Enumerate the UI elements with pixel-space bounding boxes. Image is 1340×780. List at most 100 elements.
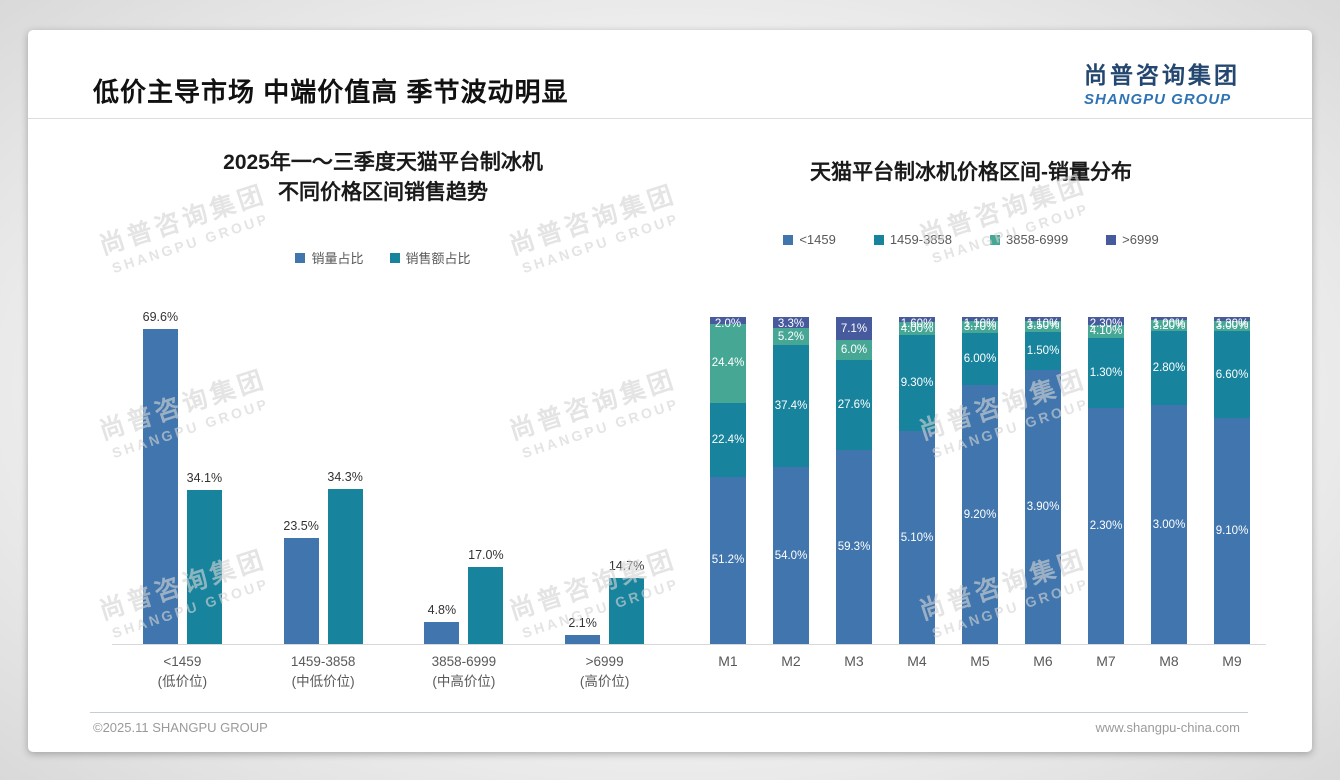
segment-<1459 bbox=[962, 385, 998, 644]
segment-3858-6999 bbox=[1151, 320, 1187, 331]
segment-1459-3858 bbox=[899, 335, 935, 432]
watermark-en-text: SHANGPU GROUP bbox=[109, 210, 272, 277]
segment-3858-6999 bbox=[899, 322, 935, 336]
bar-value-label: 23.5% bbox=[283, 519, 319, 533]
segment->6999 bbox=[773, 317, 809, 329]
bar-value-label: 17.0% bbox=[468, 548, 504, 562]
legend-label: 销售额占比 bbox=[405, 251, 471, 266]
stacked-bar-M8: 3.00% 2.80% 3.20% 1.00% bbox=[1151, 317, 1187, 644]
segment-value-label: 1.50% bbox=[1026, 344, 1060, 357]
segment-value-label: 3.50% bbox=[1026, 320, 1060, 333]
right-chart-legend: <1459 1459-3858 3858-6999 >6999 bbox=[676, 232, 1266, 247]
bar-value-label: 2.1% bbox=[568, 616, 597, 630]
bar-slot: 34.3% bbox=[327, 310, 363, 644]
footer-website: www.shangpu-china.com bbox=[1095, 720, 1240, 735]
segment-value-label: 5.2% bbox=[777, 330, 805, 343]
segment-<1459 bbox=[899, 431, 935, 644]
footer-copyright: ©2025.11 SHANGPU GROUP bbox=[93, 720, 268, 735]
segment-value-label: 54.0% bbox=[774, 549, 808, 562]
segment-1459-3858 bbox=[773, 345, 809, 468]
segment-value-label: 51.2% bbox=[711, 554, 745, 567]
segment->6999 bbox=[1151, 317, 1187, 321]
month-label: M2 bbox=[781, 653, 801, 669]
left-chart-title-line2: 不同价格区间销售趋势 bbox=[278, 181, 488, 205]
segment-value-label: 3.3% bbox=[777, 318, 805, 330]
segment-value-label: 22.4% bbox=[711, 433, 745, 446]
left-chart-plot-area: 69.6% 34.1% 23.5% 34.3% 4.8% 17.0% 2.1% 14.7% bbox=[112, 310, 675, 645]
segment->6999 bbox=[962, 317, 998, 321]
segment-1459-3858 bbox=[1088, 337, 1124, 408]
segment-value-label: 27.6% bbox=[837, 398, 871, 411]
bar-group: 2.1% 14.7% bbox=[534, 310, 675, 644]
bar-value-label: 69.6% bbox=[142, 310, 179, 324]
segment-value-label: 2.30% bbox=[1089, 519, 1123, 532]
legend-marker bbox=[783, 234, 794, 245]
segment-value-label: 1.00% bbox=[1152, 318, 1186, 330]
stacked-bar-M7: 2.30% 1.30% 4.10% 2.30% bbox=[1088, 317, 1124, 644]
segment-3858-6999 bbox=[1025, 320, 1061, 333]
legend-marker bbox=[389, 252, 400, 263]
segment-1459-3858 bbox=[1214, 331, 1250, 419]
bar-销售额占比 bbox=[468, 567, 504, 644]
segment->6999 bbox=[836, 317, 872, 341]
segment-value-label: 6.60% bbox=[1215, 368, 1249, 381]
month-label: M5 bbox=[970, 653, 990, 669]
month-label: M7 bbox=[1096, 653, 1116, 669]
stacked-bar-M4: 5.10% 9.30% 4.00% 1.60% bbox=[899, 317, 935, 644]
footer-divider bbox=[90, 712, 1248, 713]
segment-value-label: 1.30% bbox=[1215, 318, 1249, 330]
legend-label: 1459-3858 bbox=[889, 232, 952, 247]
category-label: 3858-6999 (中高价位) bbox=[431, 654, 497, 689]
month-label: M8 bbox=[1159, 653, 1179, 669]
segment-<1459 bbox=[1151, 405, 1187, 644]
segment-value-label: 9.10% bbox=[1215, 525, 1249, 538]
segment-value-label: 3.00% bbox=[1215, 320, 1249, 333]
bar-slot: 34.1% bbox=[187, 310, 222, 644]
legend-label: <1459 bbox=[799, 232, 836, 247]
segment-value-label: 6.00% bbox=[963, 352, 997, 365]
bar-销量占比 bbox=[424, 622, 460, 644]
segment-3858-6999 bbox=[836, 340, 872, 360]
month-label: M9 bbox=[1222, 653, 1242, 669]
stacked-bar-M2: 54.0% 37.4% 5.2% 3.3% bbox=[773, 317, 809, 644]
segment-value-label: 3.70% bbox=[963, 320, 997, 333]
bar-slot: 23.5% bbox=[283, 310, 319, 644]
segment-value-label: 2.0% bbox=[714, 318, 742, 330]
segment-value-label: 3.00% bbox=[1152, 518, 1186, 531]
bar-销量占比 bbox=[142, 329, 178, 644]
segment-value-label: 2.30% bbox=[1089, 318, 1123, 330]
segment-value-label: 1.60% bbox=[900, 318, 934, 330]
bar-销售额占比 bbox=[327, 489, 363, 644]
bar-slot: 4.8% bbox=[424, 310, 460, 644]
logo-cn-text: 尚普咨询集团 bbox=[1084, 62, 1240, 88]
legend-item: 3858-6999 bbox=[990, 232, 1068, 247]
legend-marker bbox=[873, 234, 884, 245]
segment-<1459 bbox=[773, 467, 809, 644]
segment-value-label: 1.10% bbox=[963, 318, 997, 330]
legend-label: 3858-6999 bbox=[1006, 232, 1069, 247]
month-label: M3 bbox=[844, 653, 864, 669]
legend-label: >6999 bbox=[1122, 232, 1159, 247]
left-chart-title: 2025年一～三季度天猫平台制冰机 不同价格区间销售趋势 bbox=[93, 148, 673, 209]
logo-en-text: SHANGPU GROUP bbox=[1084, 91, 1232, 108]
segment-<1459 bbox=[1214, 418, 1250, 644]
segment-value-label: 7.1% bbox=[840, 322, 868, 335]
segment-1459-3858 bbox=[1025, 332, 1061, 370]
bar-销量占比 bbox=[565, 635, 601, 644]
month-label: M6 bbox=[1033, 653, 1053, 669]
segment-<1459 bbox=[710, 476, 746, 644]
legend-item: 销量占比 bbox=[295, 248, 364, 267]
segment-value-label: 9.30% bbox=[900, 377, 934, 390]
month-label: M4 bbox=[907, 653, 927, 669]
segment-value-label: 6.0% bbox=[840, 344, 868, 357]
legend-item: >6999 bbox=[1106, 232, 1159, 247]
bar-slot: 17.0% bbox=[468, 310, 504, 644]
legend-marker bbox=[1106, 234, 1117, 245]
page-title: 低价主导市场 中端价值高 季节波动明显 bbox=[93, 77, 569, 107]
left-chart-legend: 销量占比 销售额占比 bbox=[93, 248, 673, 267]
segment-value-label: 3.20% bbox=[1152, 319, 1186, 332]
category-label: >6999 (高价位) bbox=[579, 654, 630, 689]
segment-<1459 bbox=[1025, 369, 1061, 644]
bar-value-label: 14.7% bbox=[608, 559, 645, 573]
segment-value-label: 3.90% bbox=[1026, 500, 1060, 513]
